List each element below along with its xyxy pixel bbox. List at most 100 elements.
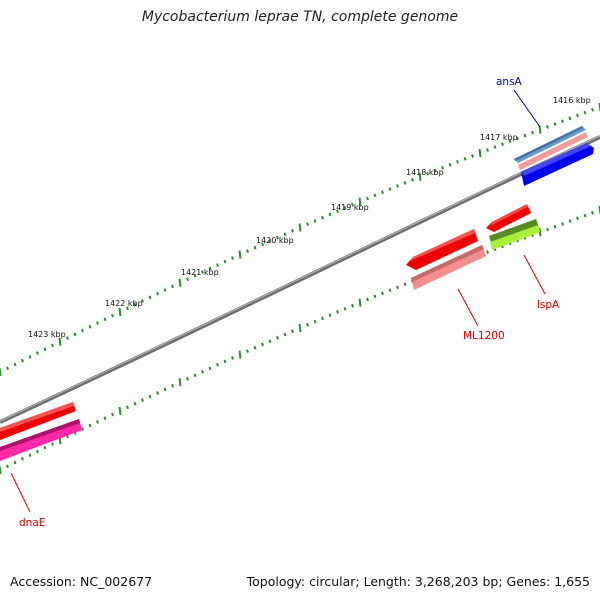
upper-tick-64 — [478, 148, 482, 158]
upper-tick-7 — [51, 343, 54, 348]
upper-tick-39 — [291, 229, 294, 233]
upper-tick-78 — [583, 110, 587, 115]
lower-tick-43 — [321, 316, 324, 321]
gene-dnaE[interactable] — [0, 402, 82, 461]
tick-label-1416: 1416 kbp — [553, 96, 591, 105]
upper-tick-14 — [103, 317, 107, 322]
upper-tick-40 — [298, 223, 302, 232]
upper-tick-23 — [171, 284, 174, 289]
upper-tick-3 — [21, 358, 24, 363]
lower-tick-31 — [231, 356, 234, 360]
upper-tick-49 — [366, 196, 369, 201]
upper-tick-71 — [531, 130, 534, 135]
scale-ticks-upper — [0, 102, 600, 377]
lower-tick-17 — [126, 405, 129, 410]
upper-tick-16 — [118, 307, 122, 317]
upper-tick-79 — [591, 108, 594, 112]
upper-tick-70 — [523, 133, 527, 138]
lower-tick-33 — [246, 349, 249, 354]
lower-tick-42 — [313, 319, 317, 324]
lower-tick-36 — [268, 339, 272, 343]
tick-label-1419: 1419 kbp — [331, 203, 369, 212]
upper-tick-65 — [486, 148, 489, 152]
upper-tick-50 — [373, 193, 377, 198]
map-title: Mycobacterium leprae TN, complete genome — [141, 9, 459, 25]
tick-label-1417: 1417 kbp — [480, 133, 518, 142]
tick-label-1420: 1420 kbp — [256, 236, 294, 245]
lower-tick-2 — [13, 460, 17, 465]
lower-tick-37 — [276, 336, 279, 340]
lower-tick-20 — [148, 394, 152, 399]
lower-tick-15 — [111, 412, 114, 417]
upper-tick-9 — [66, 336, 69, 340]
upper-tick-21 — [156, 291, 159, 296]
upper-tick-12 — [88, 324, 92, 329]
lower-tick-18 — [133, 401, 137, 406]
lower-tick-46 — [343, 307, 347, 311]
lower-tick-4 — [28, 453, 32, 457]
lower-tick-5 — [36, 449, 39, 454]
lower-tick-3 — [21, 457, 24, 461]
upper-tick-47 — [351, 202, 354, 207]
lower-tick-38 — [283, 332, 287, 337]
lower-tick-73 — [546, 227, 549, 232]
lower-tick-23 — [171, 384, 174, 388]
upper-tick-53 — [396, 184, 399, 188]
upper-tick-1 — [6, 366, 9, 371]
upper-tick-67 — [501, 142, 504, 147]
upper-tick-13 — [96, 321, 99, 325]
gene-label-dnaE: dnaE — [19, 517, 45, 529]
upper-tick-36 — [268, 239, 272, 243]
lower-tick-49 — [366, 297, 369, 302]
upper-tick-11 — [81, 328, 84, 333]
lower-tick-28 — [208, 366, 212, 371]
lower-tick-24 — [178, 378, 182, 387]
upper-tick-41 — [306, 222, 309, 227]
lower-tick-52 — [388, 288, 392, 293]
upper-tick-74 — [553, 122, 557, 126]
upper-tick-33 — [246, 249, 249, 253]
lower-tick-25 — [186, 376, 189, 381]
lower-tick-74 — [553, 224, 557, 229]
gene-ansA[interactable] — [514, 126, 594, 186]
upper-tick-4 — [28, 355, 32, 359]
lower-tick-21 — [156, 391, 159, 395]
upper-tick-75 — [561, 119, 564, 124]
upper-tick-24 — [178, 278, 182, 287]
lower-tick-1 — [6, 464, 9, 469]
lower-tick-11 — [81, 427, 84, 432]
upper-tick-61 — [456, 159, 459, 164]
upper-tick-44 — [328, 212, 332, 217]
upper-tick-32 — [238, 250, 242, 259]
lower-tick-72 — [538, 228, 542, 237]
upper-tick-2 — [13, 362, 17, 367]
upper-tick-17 — [126, 306, 129, 311]
gene-label-ML1200: ML1200 — [463, 330, 505, 342]
gene-ML1200[interactable] — [406, 229, 486, 290]
upper-tick-69 — [516, 136, 519, 141]
lower-tick-77 — [576, 216, 579, 221]
lower-tick-75 — [561, 222, 564, 226]
upper-tick-31 — [231, 256, 234, 260]
upper-tick-59 — [441, 165, 444, 170]
upper-tick-76 — [568, 116, 572, 121]
gene-lspA[interactable] — [486, 204, 540, 250]
upper-tick-56 — [418, 172, 422, 181]
upper-tick-45 — [336, 209, 339, 213]
ansA-leader — [513, 89, 541, 128]
lower-tick-29 — [216, 363, 219, 367]
upper-tick-46 — [343, 206, 347, 210]
lower-tick-41 — [306, 322, 309, 327]
upper-tick-60 — [448, 162, 452, 167]
lower-tick-34 — [253, 346, 257, 350]
lower-tick-19 — [141, 398, 144, 402]
dnaE-leader — [10, 472, 31, 513]
lower-tick-7 — [51, 442, 54, 446]
upper-tick-43 — [321, 215, 324, 220]
lower-tick-40 — [298, 323, 302, 333]
lower-tick-53 — [396, 285, 399, 290]
lower-tick-12 — [88, 423, 92, 428]
upper-tick-63 — [471, 154, 474, 158]
